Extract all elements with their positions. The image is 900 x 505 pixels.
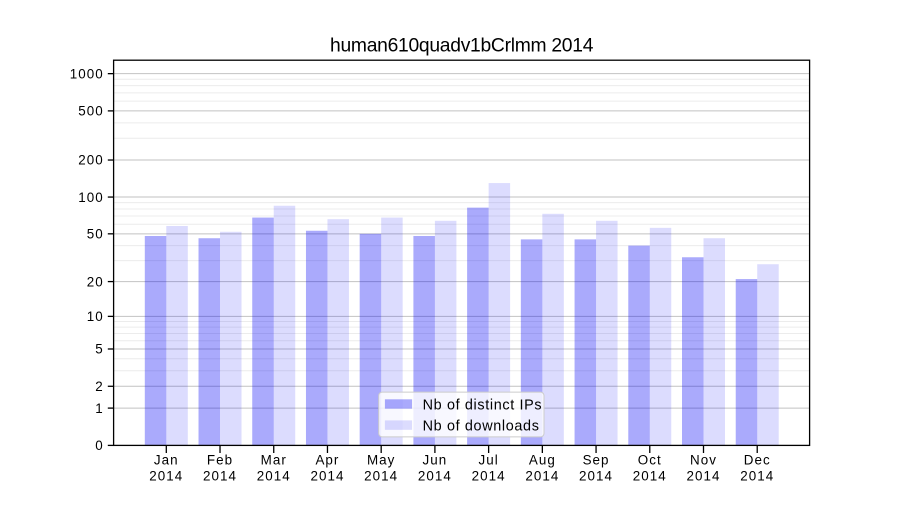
svg-text:Jul: Jul: [478, 453, 498, 468]
svg-text:Nb of distinct IPs: Nb of distinct IPs: [423, 397, 543, 413]
svg-text:May: May: [367, 453, 395, 468]
svg-text:2014: 2014: [203, 469, 237, 484]
svg-text:2014: 2014: [579, 469, 613, 484]
svg-text:Nov: Nov: [690, 453, 717, 468]
svg-text:2: 2: [95, 379, 104, 394]
svg-text:Sep: Sep: [583, 453, 610, 468]
svg-text:Oct: Oct: [638, 453, 662, 468]
svg-text:Feb: Feb: [207, 453, 233, 468]
svg-text:2014: 2014: [472, 469, 506, 484]
svg-text:Nb of downloads: Nb of downloads: [423, 418, 540, 434]
svg-text:1: 1: [95, 401, 104, 416]
svg-text:2014: 2014: [364, 469, 398, 484]
svg-text:20: 20: [87, 274, 104, 289]
svg-text:2014: 2014: [418, 469, 452, 484]
svg-text:0: 0: [95, 438, 104, 453]
svg-text:Dec: Dec: [744, 453, 771, 468]
svg-text:1000: 1000: [70, 66, 104, 81]
svg-text:2014: 2014: [740, 469, 774, 484]
svg-text:Aug: Aug: [529, 453, 556, 468]
svg-text:100: 100: [78, 190, 104, 205]
svg-text:500: 500: [78, 104, 104, 119]
svg-text:50: 50: [87, 227, 104, 242]
svg-text:Apr: Apr: [315, 453, 339, 468]
svg-text:2014: 2014: [633, 469, 667, 484]
svg-text:Mar: Mar: [261, 453, 287, 468]
svg-text:2014: 2014: [149, 469, 183, 484]
svg-text:2014: 2014: [257, 469, 291, 484]
svg-text:2014: 2014: [525, 469, 559, 484]
svg-text:5: 5: [95, 342, 104, 357]
svg-text:200: 200: [78, 153, 104, 168]
svg-text:Jun: Jun: [423, 453, 448, 468]
svg-text:2014: 2014: [310, 469, 344, 484]
svg-text:2014: 2014: [687, 469, 721, 484]
svg-text:Jan: Jan: [154, 453, 179, 468]
svg-text:10: 10: [87, 309, 104, 324]
svg-text:human610quadv1bCrlmm 2014: human610quadv1bCrlmm 2014: [330, 35, 594, 56]
